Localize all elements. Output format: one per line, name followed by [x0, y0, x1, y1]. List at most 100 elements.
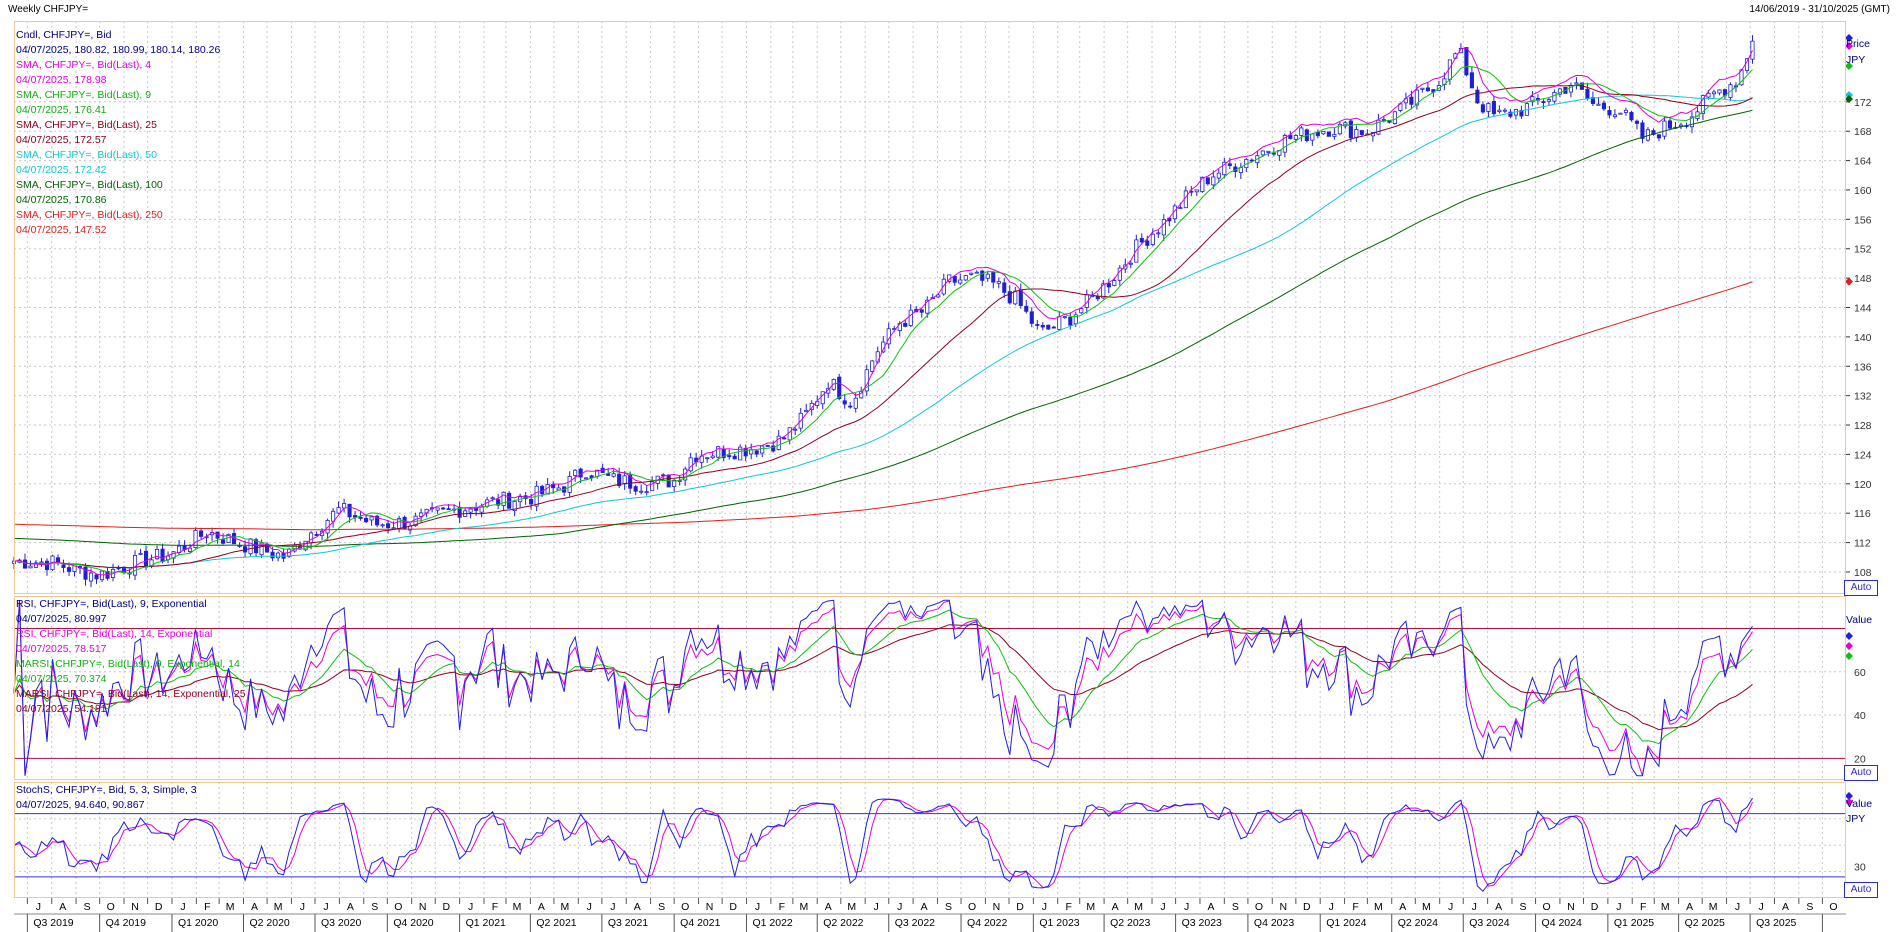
x-month-label: D	[1303, 901, 1311, 913]
candle-body	[1530, 96, 1535, 103]
x-quarter-label: Q1 2022	[752, 917, 792, 929]
x-month-label: A	[1495, 901, 1502, 913]
x-quarter-label: Q4 2019	[106, 917, 146, 929]
candle-body	[963, 275, 968, 281]
y-tick-label: 160	[1854, 185, 1872, 197]
candle-body	[61, 564, 66, 568]
x-month-label: A	[1207, 901, 1214, 913]
legend-item: MARSI, CHFJPY=, Bid(Last), 9, Exponentia…	[16, 658, 240, 670]
candle-body	[1040, 324, 1045, 328]
x-month-label: O	[968, 901, 976, 913]
x-month-label: M	[1661, 901, 1670, 913]
x-month-label: S	[1519, 901, 1526, 913]
candle-body	[1458, 47, 1463, 54]
candle-body	[1414, 89, 1419, 106]
candle-body	[468, 508, 473, 513]
candle-body	[1519, 110, 1524, 117]
candle-body	[1662, 120, 1667, 137]
candle-body	[512, 501, 517, 511]
stoch-auto-button[interactable]: Auto	[1844, 882, 1878, 898]
candle-body	[1480, 104, 1485, 113]
candle-body	[1491, 100, 1496, 115]
candle-body	[1656, 134, 1661, 139]
x-month-label: A	[1782, 901, 1789, 913]
x-month-label: F	[204, 901, 210, 913]
candle-body	[1689, 116, 1695, 128]
candle-body	[996, 281, 1001, 284]
sma250-marker	[1845, 277, 1853, 286]
candle-body	[331, 510, 336, 522]
candle-body	[991, 272, 996, 283]
x-month-label: A	[1399, 901, 1406, 913]
x-quarter-label: Q2 2021	[536, 917, 576, 929]
x-month-label: S	[84, 901, 91, 913]
time-axis[interactable]	[0, 898, 1898, 932]
candle-body	[1486, 103, 1491, 112]
candle-body	[1194, 189, 1199, 193]
candle-body	[848, 405, 853, 408]
candle-body	[1222, 161, 1227, 176]
candle-body	[776, 435, 781, 450]
y-tick-label: 40	[1854, 710, 1866, 722]
x-quarter-label: Q4 2021	[680, 917, 720, 929]
rsi-auto-button[interactable]: Auto	[1844, 765, 1878, 781]
candle-body	[919, 309, 924, 313]
x-month-label: F	[779, 901, 785, 913]
sma-4-line	[13, 47, 1753, 576]
candle-body	[628, 474, 633, 489]
x-month-label: O	[107, 901, 115, 913]
candle-body	[1205, 177, 1210, 185]
x-quarter-label: Q3 2025	[1756, 917, 1796, 929]
candle-body	[1546, 99, 1551, 102]
candle-body	[1079, 308, 1084, 314]
candle-body	[837, 376, 842, 400]
legend-item: SMA, CHFJPY=, Bid(Last), 4	[16, 59, 152, 71]
candle-body	[1332, 134, 1337, 137]
candle-body	[672, 479, 677, 487]
candle-body	[386, 523, 391, 528]
x-quarter-label: Q1 2023	[1039, 917, 1079, 929]
candle-body	[347, 503, 352, 518]
candle-body	[870, 360, 875, 372]
legend-item: 04/07/2025, 170.86	[16, 194, 107, 206]
x-quarter-label: Q4 2024	[1542, 917, 1582, 929]
candle-body	[1359, 130, 1364, 135]
candle-body	[1282, 135, 1287, 153]
x-month-label: J	[610, 901, 615, 913]
candle-body	[1552, 92, 1557, 102]
x-quarter-label: Q1 2021	[466, 917, 506, 929]
candle-body	[1700, 95, 1706, 114]
legend-item: SMA, CHFJPY=, Bid(Last), 100	[16, 179, 163, 191]
x-month-label: A	[1686, 901, 1693, 913]
x-month-label: A	[1112, 901, 1119, 913]
stoch-k-line	[13, 797, 1753, 892]
x-month-label: S	[658, 901, 665, 913]
candle-body	[925, 299, 930, 314]
candle-body	[639, 490, 644, 493]
x-quarter-label: Q3 2022	[895, 917, 935, 929]
x-month-label: J	[1735, 901, 1740, 913]
candle-body	[419, 512, 424, 517]
candle-body	[1596, 103, 1601, 106]
x-month-label: J	[1472, 901, 1477, 913]
candle-body	[1002, 282, 1007, 293]
candle-body	[1508, 111, 1513, 117]
x-month-label: A	[538, 901, 545, 913]
price-auto-button[interactable]: Auto	[1844, 580, 1878, 596]
candle-body	[435, 507, 440, 511]
stoch-pane[interactable]	[14, 782, 1846, 898]
candle-body	[1612, 114, 1617, 118]
x-month-label: M	[513, 901, 522, 913]
candle-body	[11, 560, 17, 564]
x-month-label: D	[729, 901, 737, 913]
y-tick-label: 124	[1854, 449, 1872, 461]
legend-item: 04/07/2025, 70.374	[16, 673, 107, 685]
sma-25-line	[13, 84, 1753, 569]
x-month-label: S	[1806, 901, 1813, 913]
x-month-label: J	[180, 901, 185, 913]
candle-body	[820, 391, 825, 405]
rsi-pane[interactable]	[14, 596, 1846, 780]
candle-body	[952, 276, 957, 283]
price-pane[interactable]	[14, 21, 1846, 594]
